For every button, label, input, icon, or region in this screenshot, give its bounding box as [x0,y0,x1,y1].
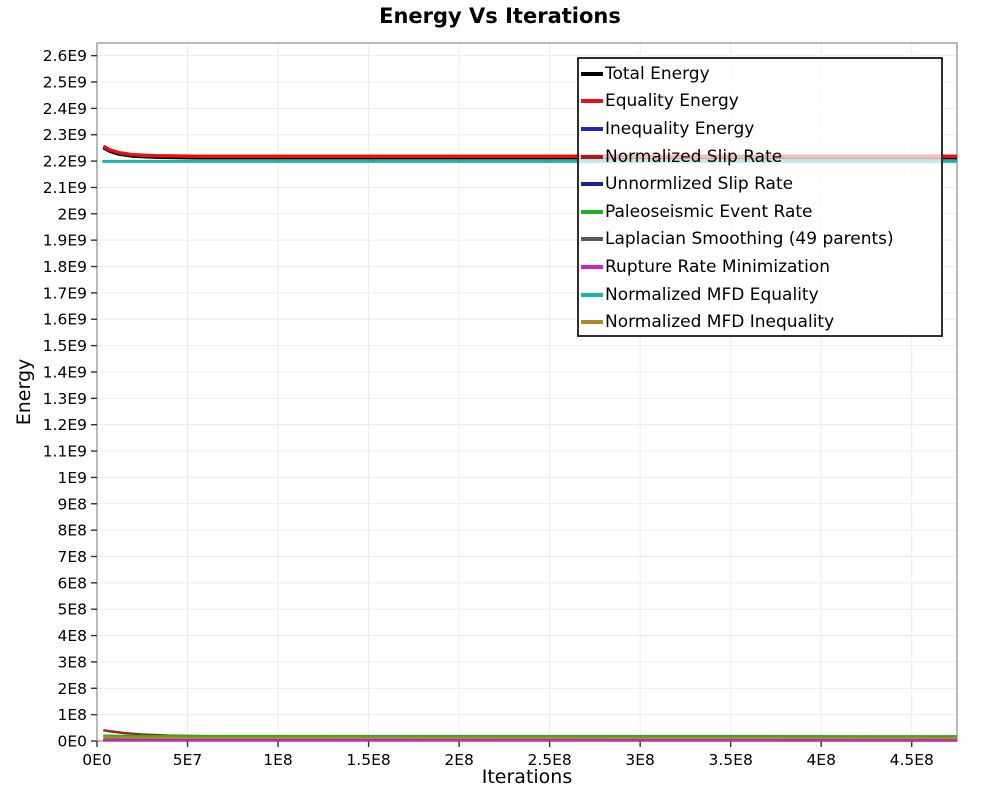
series-line-9 [103,736,958,740]
y-tick-label: 2.2E9 [43,153,87,171]
x-tick-label: 3.5E8 [709,751,753,769]
legend-item: Paleoseismic Event Rate [581,198,941,226]
legend-item: Rupture Rate Minimization [581,253,941,281]
y-tick-label: 4E8 [57,627,87,645]
legend-label: Normalized Slip Rate [605,146,783,167]
x-tick-label: 1E8 [263,751,293,769]
legend-label: Normalized MFD Inequality [605,312,835,333]
y-tick-label: 7E8 [57,548,87,566]
y-tick-label: 2E9 [57,205,87,223]
y-tick-label: 5E8 [57,601,87,619]
y-tick-label: 2.6E9 [43,47,87,65]
y-tick-label: 8E8 [57,522,87,540]
legend-label: Paleoseismic Event Rate [605,201,813,222]
series-line-1 [102,144,957,159]
legend-item: Inequality Energy [581,115,941,143]
legend-label: Total Energy [605,63,710,84]
y-tick-label: 1.5E9 [43,337,87,355]
y-tick-label: 9E8 [57,495,87,513]
legend-line-swatch [581,264,603,269]
y-tick-label: 1.1E9 [43,443,87,461]
legend-item: Total Energy [581,60,941,88]
y-tick-label: 1.2E9 [43,416,87,434]
legend-item: Normalized MFD Inequality [581,308,941,336]
y-tick-label: 2E8 [57,680,87,698]
legend-item: Equality Energy [581,88,941,116]
y-tick-label: 0E0 [57,733,87,751]
y-tick-label: 1.4E9 [43,363,87,381]
y-tick-label: 2.5E9 [43,74,87,92]
legend-item: Normalized Slip Rate [581,143,941,171]
y-tick-label: 1.8E9 [43,258,87,276]
y-tick-label: 2.1E9 [43,179,87,197]
legend-line-swatch [581,154,603,159]
legend-line-swatch [581,126,603,131]
legend-label: Equality Energy [605,91,739,112]
y-tick-label: 6E8 [57,574,87,592]
legend-item: Laplacian Smoothing (49 parents) [581,226,941,254]
legend-label: Laplacian Smoothing (49 parents) [605,229,894,250]
x-tick-label: 4E8 [806,751,836,769]
legend-item: Unnormlized Slip Rate [581,170,941,198]
legend-line-swatch [581,292,603,297]
legend-line-swatch [581,182,603,187]
legend-item: Normalized MFD Equality [581,281,941,309]
x-tick-label: 4.5E8 [890,751,934,769]
legend-label: Normalized MFD Equality [605,284,819,305]
y-tick-label: 1E8 [57,706,87,724]
x-axis-title: Iterations [481,766,573,788]
chart-title: Energy Vs Iterations [379,4,621,28]
y-tick-label: 1.3E9 [43,390,87,408]
y-tick-label: 1.6E9 [43,311,87,329]
legend-label: Unnormlized Slip Rate [605,174,794,195]
x-tick-label: 1.5E8 [346,751,390,769]
y-tick-label: 1.7E9 [43,284,87,302]
y-tick-label: 2.4E9 [43,100,87,118]
x-tick-label: 2E8 [444,751,474,769]
legend-line-swatch [581,71,603,76]
y-tick-label: 1.9E9 [43,232,87,250]
x-tick-label: 0E0 [82,751,112,769]
legend-line-swatch [581,99,603,104]
y-tick-label: 1E9 [57,469,87,487]
x-tick-label: 3E8 [625,751,655,769]
legend-line-swatch [581,209,603,214]
y-tick-label: 2.3E9 [43,126,87,144]
legend-label: Rupture Rate Minimization [605,256,830,277]
legend-line-swatch [581,320,603,325]
x-tick-label: 5E7 [173,751,203,769]
legend-label: Inequality Energy [605,118,755,139]
legend-box: Total Energy Equality Energy Inequality En… [577,57,943,337]
legend-line-swatch [581,237,603,242]
y-tick-label: 3E8 [57,653,87,671]
series-line-5 [103,734,958,738]
x-tick-label: 2.5E8 [527,751,571,769]
